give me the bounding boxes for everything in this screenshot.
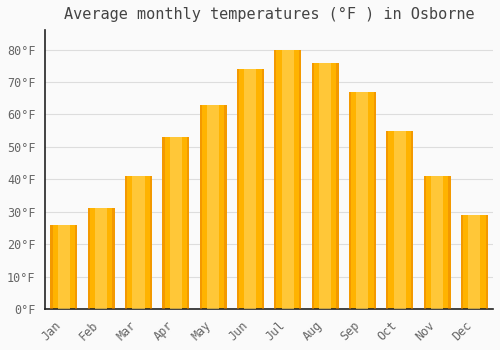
Bar [274, 50, 301, 309]
Bar [448, 176, 450, 309]
Bar [356, 92, 368, 309]
Bar [461, 215, 463, 309]
Bar [244, 69, 256, 309]
Bar [95, 209, 107, 309]
Title: Average monthly temperatures (°F ) in Osborne: Average monthly temperatures (°F ) in Os… [64, 7, 474, 22]
Bar [424, 176, 450, 309]
Bar [162, 137, 189, 309]
Bar [431, 176, 443, 309]
Bar [150, 176, 152, 309]
Bar [386, 131, 413, 309]
Bar [349, 92, 376, 309]
Bar [237, 69, 264, 309]
Bar [349, 92, 351, 309]
Bar [374, 92, 376, 309]
Bar [274, 50, 276, 309]
Bar [237, 69, 239, 309]
Bar [424, 176, 426, 309]
Bar [187, 137, 189, 309]
Bar [170, 137, 182, 309]
Bar [112, 209, 114, 309]
Bar [312, 63, 338, 309]
Bar [50, 225, 52, 309]
Bar [486, 215, 488, 309]
Bar [282, 50, 294, 309]
Bar [262, 69, 264, 309]
Bar [319, 63, 331, 309]
Bar [162, 137, 164, 309]
Bar [224, 105, 226, 309]
Bar [125, 176, 127, 309]
Bar [411, 131, 413, 309]
Bar [88, 209, 90, 309]
Bar [299, 50, 301, 309]
Bar [58, 225, 70, 309]
Bar [75, 225, 78, 309]
Bar [200, 105, 226, 309]
Bar [125, 176, 152, 309]
Bar [312, 63, 314, 309]
Bar [386, 131, 388, 309]
Bar [50, 225, 78, 309]
Bar [394, 131, 406, 309]
Bar [200, 105, 202, 309]
Bar [336, 63, 338, 309]
Bar [461, 215, 488, 309]
Bar [88, 209, 115, 309]
Bar [207, 105, 219, 309]
Bar [468, 215, 480, 309]
Bar [132, 176, 144, 309]
